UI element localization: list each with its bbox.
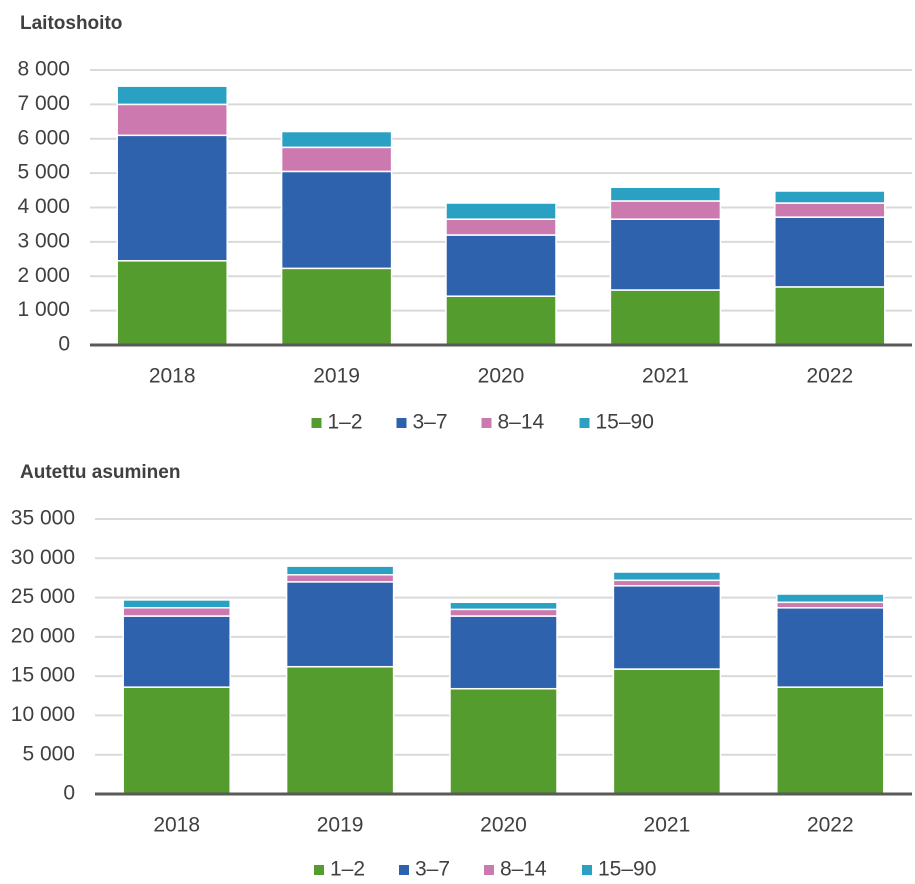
bar-segment bbox=[122, 599, 231, 609]
x-tick-label: 2021 bbox=[642, 365, 689, 388]
legend-label: 8–14 bbox=[500, 858, 547, 881]
bar-segment bbox=[122, 607, 231, 617]
y-tick-label: 10 000 bbox=[11, 703, 75, 726]
x-tick-label: 2019 bbox=[317, 814, 364, 837]
bar-segment bbox=[285, 574, 395, 583]
bar-segment bbox=[116, 103, 228, 137]
y-tick-label: 0 bbox=[63, 782, 75, 805]
x-tick-label: 2020 bbox=[480, 814, 527, 837]
legend-swatch bbox=[579, 418, 590, 428]
bar-segment bbox=[449, 608, 558, 617]
legend-label: 15–90 bbox=[598, 858, 656, 881]
legend-swatch bbox=[481, 418, 492, 428]
bar-segment bbox=[774, 216, 886, 288]
bar-segment bbox=[449, 615, 558, 690]
x-tick-label: 2018 bbox=[153, 814, 200, 837]
bar-segment bbox=[776, 686, 885, 795]
x-tick-label: 2019 bbox=[313, 365, 360, 388]
legend-swatch bbox=[311, 418, 322, 428]
bar-segment bbox=[122, 615, 231, 688]
legend-label: 3–7 bbox=[413, 411, 448, 434]
y-tick-label: 6 000 bbox=[17, 126, 70, 149]
legend-label: 8–14 bbox=[498, 411, 545, 434]
bar-segment bbox=[609, 186, 722, 202]
bar-segment bbox=[280, 170, 393, 270]
bar-segment bbox=[285, 581, 395, 668]
bar-segment bbox=[280, 146, 393, 173]
y-tick-label: 3 000 bbox=[17, 229, 70, 252]
y-tick-label: 7 000 bbox=[17, 92, 70, 115]
bar-segment bbox=[445, 218, 557, 236]
x-tick-label: 2022 bbox=[806, 365, 853, 388]
x-tick-label: 2020 bbox=[478, 365, 525, 388]
legend-swatch bbox=[484, 865, 494, 875]
x-tick-label: 2022 bbox=[807, 814, 854, 837]
x-tick-label: 2021 bbox=[644, 814, 691, 837]
chart-title: Laitoshoito bbox=[20, 13, 122, 34]
y-tick-label: 4 000 bbox=[17, 195, 70, 218]
bar-segment bbox=[280, 267, 393, 346]
bar-segment bbox=[445, 234, 557, 297]
legend-swatch bbox=[314, 865, 324, 875]
legend-swatch bbox=[396, 418, 407, 428]
chart-title: Autettu asuminen bbox=[20, 462, 180, 483]
legend-label: 1–2 bbox=[328, 411, 363, 434]
bar-segment bbox=[116, 260, 228, 346]
y-tick-label: 20 000 bbox=[11, 624, 75, 647]
bar-segment bbox=[122, 686, 231, 795]
y-tick-label: 0 bbox=[58, 333, 70, 356]
bar-segment bbox=[612, 571, 722, 582]
bar-segment bbox=[776, 601, 885, 609]
bar-segment bbox=[609, 218, 722, 291]
bar-segment bbox=[774, 190, 886, 204]
y-tick-label: 1 000 bbox=[17, 298, 70, 321]
bar-segment bbox=[280, 130, 393, 149]
y-tick-label: 2 000 bbox=[17, 264, 70, 287]
y-tick-label: 25 000 bbox=[11, 585, 75, 608]
bar-segment bbox=[612, 668, 722, 795]
legend-swatch bbox=[582, 865, 592, 875]
bar-segment bbox=[776, 593, 885, 604]
bar-segment bbox=[285, 565, 395, 576]
bar-segment bbox=[449, 687, 558, 795]
legend-label: 1–2 bbox=[330, 858, 365, 881]
bar-segment bbox=[776, 607, 885, 688]
bar-segment bbox=[445, 295, 557, 346]
bar-segment bbox=[449, 601, 558, 611]
bar-segment bbox=[612, 579, 722, 587]
bar-segment bbox=[445, 202, 557, 220]
y-tick-label: 8 000 bbox=[17, 58, 70, 81]
bar-segment bbox=[609, 289, 722, 346]
bar-segment bbox=[609, 200, 722, 220]
legend-swatch bbox=[399, 865, 409, 875]
y-tick-label: 35 000 bbox=[11, 507, 75, 530]
y-tick-label: 30 000 bbox=[11, 546, 75, 569]
bar-segment bbox=[612, 585, 722, 670]
bar-segment bbox=[285, 665, 395, 795]
bar-segment bbox=[774, 286, 886, 346]
x-tick-label: 2018 bbox=[149, 365, 196, 388]
bar-segment bbox=[116, 85, 228, 106]
bar-segment bbox=[116, 134, 228, 262]
legend-label: 15–90 bbox=[596, 411, 654, 434]
bar-segment bbox=[774, 202, 886, 218]
y-tick-label: 15 000 bbox=[11, 664, 75, 687]
y-tick-label: 5 000 bbox=[17, 161, 70, 184]
legend-label: 3–7 bbox=[415, 858, 450, 881]
y-tick-label: 5 000 bbox=[22, 742, 75, 765]
